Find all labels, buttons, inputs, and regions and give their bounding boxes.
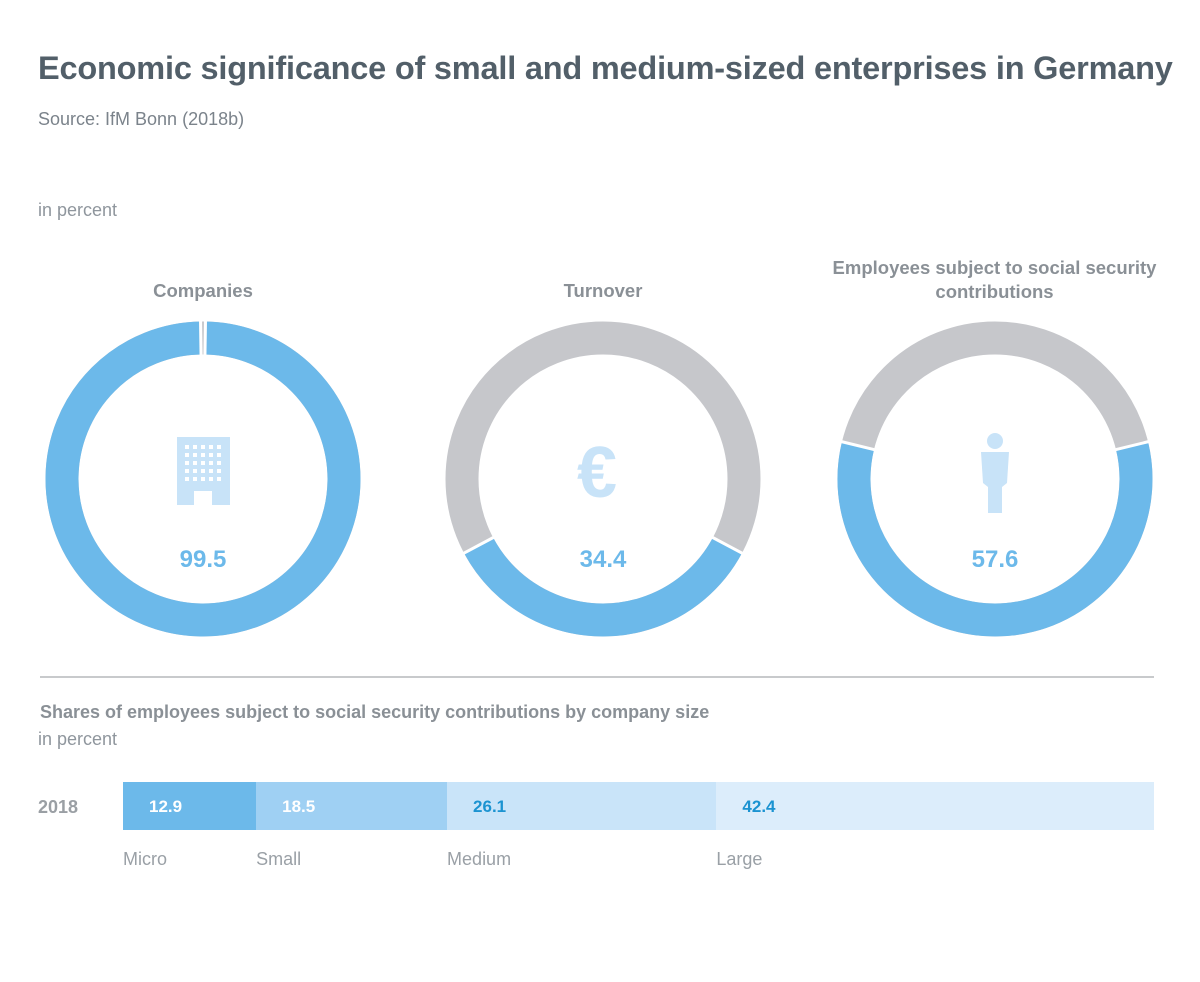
donut-title-turnover: Turnover — [563, 280, 643, 301]
euro-glyph: € — [577, 433, 617, 513]
person-body — [981, 452, 1009, 513]
bar-category-label: 2018 — [38, 797, 79, 817]
building-window — [193, 445, 197, 449]
building-window — [201, 461, 205, 465]
building-window — [193, 461, 197, 465]
bar-label-micro: Micro — [123, 849, 167, 869]
donut-separator — [462, 535, 495, 555]
bar-chart-title: Shares of employees subject to social se… — [40, 702, 710, 722]
bar-value-large: 42.4 — [742, 797, 776, 816]
person-head — [987, 433, 1003, 449]
person-icon — [981, 433, 1009, 513]
section-divider — [40, 676, 1154, 678]
bar-chart-unit: in percent — [38, 729, 118, 749]
building-window — [209, 445, 213, 449]
bar-value-micro: 12.9 — [149, 797, 183, 816]
building-window — [185, 453, 189, 457]
bar-value-small: 18.5 — [282, 797, 316, 816]
building-window — [201, 453, 205, 457]
donut-separator — [711, 535, 744, 555]
building-window — [185, 461, 189, 465]
bar-segment-micro: 12.9 — [123, 782, 257, 830]
building-window — [217, 461, 221, 465]
donut-2: 57.6 — [837, 321, 1153, 637]
source-note: Source: IfM Bonn (2018b) — [38, 109, 245, 129]
donut-value-label: 57.6 — [972, 546, 1019, 573]
building-window — [209, 477, 213, 481]
building-window — [217, 445, 221, 449]
donut-separator — [1114, 440, 1150, 452]
building-window — [201, 469, 205, 473]
building-window — [209, 469, 213, 473]
bar-label-large: Large — [716, 849, 763, 869]
donut-separator — [840, 440, 876, 452]
donut-value-label: 34.4 — [580, 546, 627, 573]
donut-value-label: 99.5 — [180, 546, 227, 573]
bar-label-medium: Medium — [447, 849, 512, 869]
unit-label-top: in percent — [38, 200, 118, 220]
bar-value-medium: 26.1 — [473, 797, 507, 816]
building-window — [201, 477, 205, 481]
building-window — [193, 469, 197, 473]
donut-separator — [199, 320, 203, 356]
donut-title-companies: Companies — [153, 280, 253, 301]
building-window — [209, 453, 213, 457]
stacked-bar: 12.9 18.5 26.1 42.4 — [123, 782, 1154, 830]
bar-segment-medium: 26.1 — [447, 782, 717, 830]
page-title: Economic significance of small and mediu… — [38, 50, 1173, 86]
donut-separator — [203, 320, 207, 356]
building-window — [193, 453, 197, 457]
building-window — [217, 469, 221, 473]
bar-segment-small: 18.5 — [256, 782, 448, 830]
building-door — [194, 491, 212, 505]
euro-icon: € — [577, 433, 617, 513]
building-window — [185, 469, 189, 473]
building-window — [201, 445, 205, 449]
donut-title-employees: Employees subject to social security con… — [832, 257, 1157, 302]
building-icon — [177, 437, 230, 505]
bar-segment-large: 42.4 — [716, 782, 1154, 830]
bar-label-small: Small — [256, 849, 302, 869]
building-window — [209, 461, 213, 465]
donut-0: 99.5 — [45, 320, 361, 637]
building-window — [185, 477, 189, 481]
building-window — [185, 445, 189, 449]
building-window — [193, 477, 197, 481]
donut-charts: 99.5 €34.4 57.6 — [45, 320, 1153, 637]
building-window — [217, 477, 221, 481]
donut-1: €34.4 — [445, 321, 761, 637]
building-window — [217, 453, 221, 457]
